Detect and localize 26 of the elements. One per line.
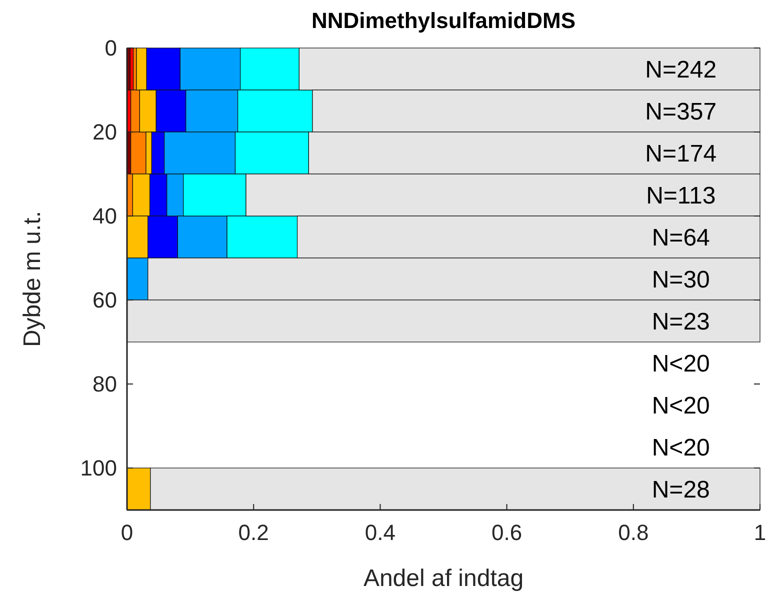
y-axis-title: Dybde m u.t.: [19, 210, 46, 348]
annotation: N=23: [652, 308, 710, 336]
annotation: N=113: [646, 182, 716, 210]
annotation: N<20: [652, 392, 710, 420]
annotation: N=242: [645, 56, 717, 84]
y-tick-label: 40: [92, 204, 117, 229]
annotation: N<20: [652, 434, 710, 462]
annotation: N<20: [652, 350, 710, 378]
x-tick-label: 0.6: [492, 520, 522, 545]
x-tick-label: 0: [120, 520, 134, 545]
x-tick-label: 0.4: [364, 520, 396, 545]
annotation: N=64: [652, 224, 710, 252]
x-axis-title: Andel af indtag: [363, 565, 524, 592]
y-tick-label: 0: [104, 36, 117, 61]
x-tick-label: 1: [754, 520, 766, 545]
y-tick-label: 60: [92, 288, 117, 313]
y-tick-label: 100: [80, 456, 117, 481]
chart-title: NNDimethylsulfamidDMS: [311, 8, 576, 33]
annotation: N=174: [645, 140, 717, 168]
x-tick-label: 0.8: [618, 520, 649, 545]
annotation: N=357: [645, 98, 717, 126]
x-tick-label: 0.2: [238, 520, 269, 545]
annotation: N=30: [652, 266, 710, 294]
y-tick-label: 20: [92, 120, 117, 145]
annotation: N=28: [652, 476, 710, 504]
y-tick-label: 80: [92, 372, 117, 397]
